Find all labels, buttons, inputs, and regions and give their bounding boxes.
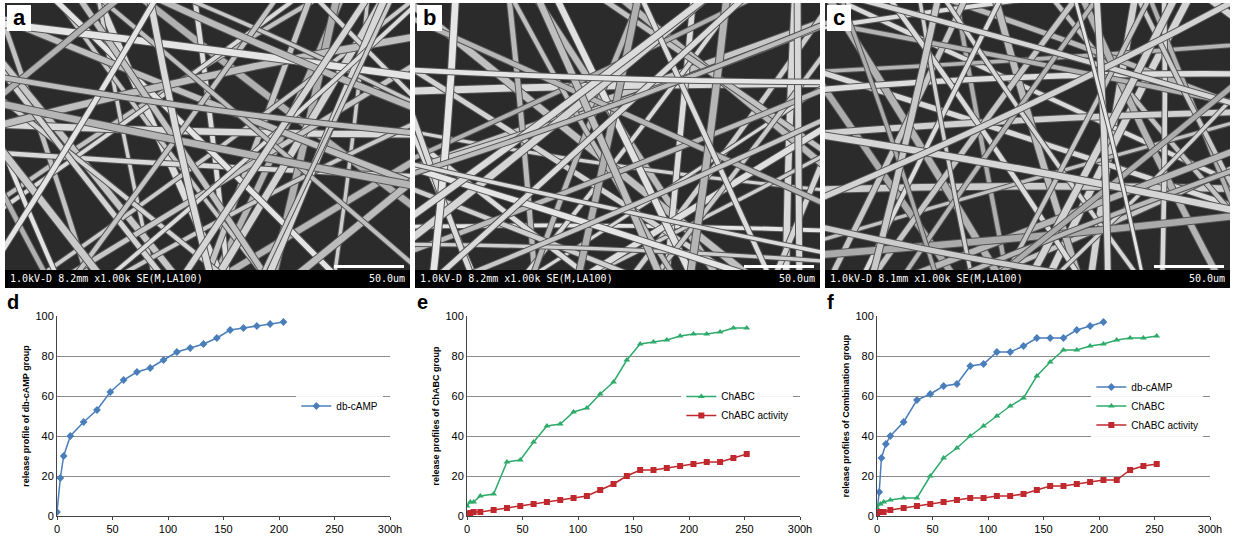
svg-text:40: 40 [42,430,54,442]
svg-text:300h: 300h [1198,523,1222,535]
svg-text:100: 100 [159,523,177,535]
html-text:50.0um: 50.0um [368,273,405,284]
svg-text:100: 100 [35,310,53,322]
html-text:a: a [13,5,26,30]
svg-text:200: 200 [680,523,698,535]
svg-text:40: 40 [452,430,464,442]
svg-text:250: 250 [1145,523,1163,535]
svg-text:80: 80 [42,350,54,362]
svg-text:release profiles of Combinatio: release profiles of Combination group [841,334,851,497]
svg-text:250: 250 [735,523,753,535]
html-text:c: c [833,5,846,30]
svg-text:ChABC activity: ChABC activity [721,410,788,421]
html-text:f: f [827,291,834,313]
svg-text:0: 0 [54,523,60,535]
svg-text:ChABC: ChABC [1131,401,1164,412]
svg-text:50: 50 [516,523,528,535]
svg-text:100: 100 [569,523,587,535]
svg-text:20: 20 [42,470,54,482]
html-text:d: d [7,291,20,313]
svg-text:0: 0 [464,523,470,535]
svg-text:200: 200 [1090,523,1108,535]
svg-text:80: 80 [452,350,464,362]
html-text:1.0kV-D 8.2mm x1.00k SE(M,LA10: 1.0kV-D 8.2mm x1.00k SE(M,LA100) [10,273,203,284]
svg-text:20: 20 [862,470,874,482]
svg-text:150: 150 [214,523,232,535]
html-text:b: b [423,5,437,30]
svg-text:60: 60 [452,390,464,402]
html-text:50.0um: 50.0um [778,273,815,284]
svg-text:ChABC activity: ChABC activity [1131,420,1198,431]
svg-text:250: 250 [325,523,343,535]
svg-text:db-cAMP: db-cAMP [336,401,377,412]
svg-text:60: 60 [42,390,54,402]
html-text:50.0um: 50.0um [1188,273,1225,284]
html-text:1.0kV-D 8.2mm x1.00k SE(M,LA10: 1.0kV-D 8.2mm x1.00k SE(M,LA100) [420,273,613,284]
svg-text:0: 0 [874,523,880,535]
svg-text:50: 50 [926,523,938,535]
svg-text:60: 60 [862,390,874,402]
svg-text:150: 150 [624,523,642,535]
svg-text:0: 0 [48,510,54,522]
svg-text:ChABC: ChABC [721,391,754,402]
svg-text:0: 0 [868,510,874,522]
svg-text:80: 80 [862,350,874,362]
svg-text:50: 50 [106,523,118,535]
svg-text:150: 150 [1034,523,1052,535]
svg-text:300h: 300h [378,523,402,535]
svg-text:100: 100 [979,523,997,535]
svg-text:40: 40 [862,430,874,442]
svg-text:20: 20 [452,470,464,482]
svg-text:200: 200 [270,523,288,535]
svg-text:100: 100 [855,310,873,322]
html-text:1.0kV-D 8.1mm x1.00k SE(M,LA10: 1.0kV-D 8.1mm x1.00k SE(M,LA100) [830,273,1023,284]
svg-text:100: 100 [445,310,463,322]
svg-text:0: 0 [458,510,464,522]
svg-text:release profile of db-cAMP gro: release profile of db-cAMP group [21,345,31,487]
svg-text:release profiles of ChABC grou: release profiles of ChABC group [431,346,441,486]
svg-text:300h: 300h [788,523,812,535]
svg-text:db-cAMP: db-cAMP [1131,382,1172,393]
html-text:e: e [417,291,429,313]
